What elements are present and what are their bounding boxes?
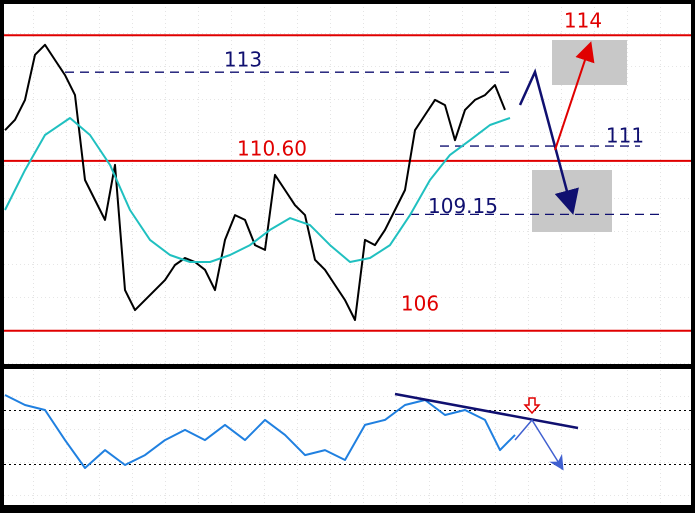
level-label: 111 (606, 124, 644, 148)
level-label: 110.60 (237, 136, 307, 160)
level-label: 114 (564, 9, 602, 33)
forecast-arrow (514, 418, 564, 471)
target-box (532, 170, 612, 232)
series-line (4, 43, 506, 321)
series-line (4, 117, 511, 263)
level-label: 113 (224, 48, 262, 72)
trend-line (394, 392, 579, 430)
forecast-arrow (554, 41, 595, 151)
osc-layer (4, 394, 691, 469)
osc-grid (4, 369, 691, 505)
level-label: 106 (401, 291, 439, 315)
level-label: 109.15 (428, 194, 498, 218)
series-line (4, 394, 516, 469)
main-layer: 114 113 111 110.60 109.15 106 (4, 9, 691, 332)
forecast-arrow (518, 68, 579, 215)
signal-arrow (523, 397, 541, 415)
